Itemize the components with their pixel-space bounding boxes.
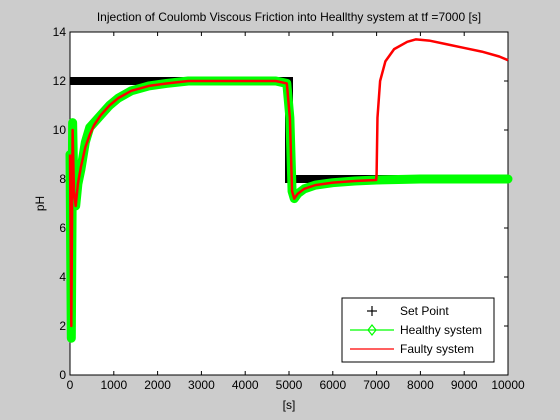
x-tick-label: 2000 [144,378,171,392]
legend-item: Healthy system [350,323,482,337]
x-tick-label: 1000 [100,378,127,392]
y-tick-label: 6 [59,221,66,235]
x-tick-label: 8000 [407,378,434,392]
x-tick-label: 6000 [319,378,346,392]
series-layer [65,38,513,343]
y-tick-label: 10 [53,123,67,137]
chart-title: Injection of Coulomb Viscous Friction in… [97,10,481,24]
y-tick-label: 8 [59,172,66,186]
y-tick-label: 12 [53,74,67,88]
legend-label: Faulty system [400,342,474,356]
legend-label: Set Point [400,304,449,318]
x-tick-label: 7000 [363,378,390,392]
series-faulty-system [68,38,509,328]
legend-item: Faulty system [350,342,474,356]
x-tick-label: 10000 [491,378,525,392]
y-axis-label: pH [33,196,47,211]
y-tick-label: 14 [53,25,67,39]
legend: Set Point Healthy system Faulty system [341,297,495,363]
x-tick-label: 4000 [232,378,259,392]
x-axis-label: [s] [283,398,296,412]
y-axis-ticks: 0 2 4 6 8 10 12 14 [53,25,508,382]
x-tick-label: 5000 [276,378,303,392]
x-axis-ticks: 0 1000 2000 3000 4000 5000 6000 7000 8000 9000 100… [67,32,525,392]
legend-label: Healthy system [400,323,482,337]
legend-diamond-marker [367,324,377,336]
x-tick-label: 9000 [451,378,478,392]
legend-items: Set Point Healthy system Faulty system [350,304,482,356]
y-tick-label: 2 [59,319,66,333]
x-tick-label: 3000 [188,378,215,392]
y-tick-label: 4 [59,270,66,284]
x-tick-label: 0 [67,378,74,392]
legend-item: Set Point [367,304,449,318]
y-tick-label: 0 [59,368,66,382]
